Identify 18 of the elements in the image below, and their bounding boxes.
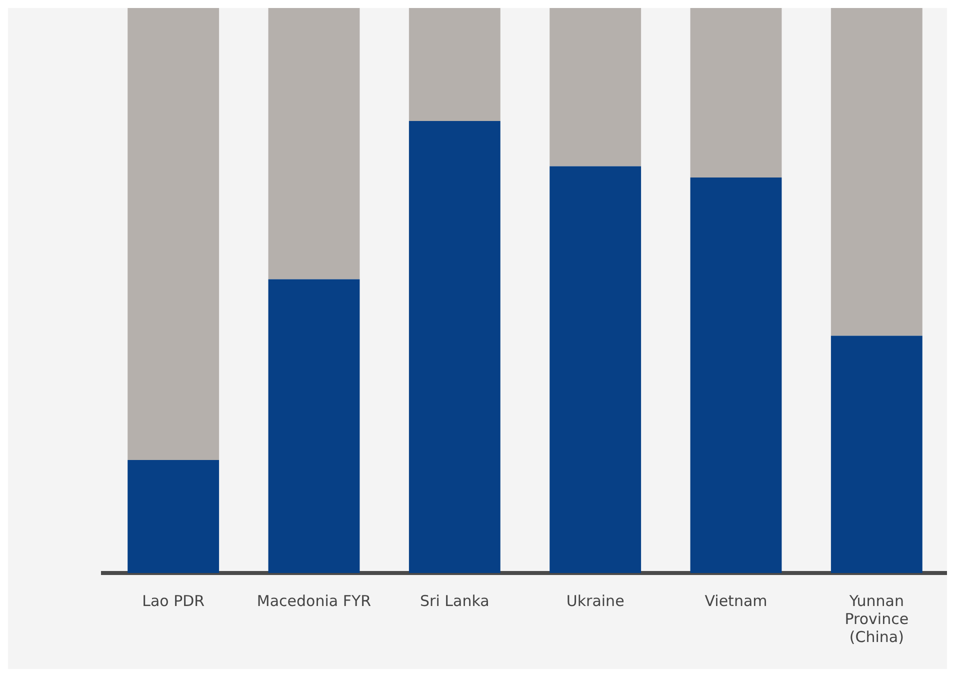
bar: [128, 460, 220, 573]
bar: [268, 8, 360, 280]
x-tick-label: Macedonia FYR: [256, 592, 372, 610]
bar: [830, 8, 922, 336]
x-tick-label: Yunnan Province (China): [844, 592, 909, 646]
bar: [550, 166, 642, 573]
x-tick-label: Sri Lanka: [420, 592, 490, 610]
x-tick-label: Lao PDR: [142, 592, 205, 610]
bar: [690, 8, 782, 178]
bar: [550, 8, 642, 166]
bar: [128, 8, 220, 460]
bar: [830, 336, 922, 573]
x-tick-label: Vietnam: [704, 592, 768, 610]
bar: [690, 178, 782, 573]
x-tick-label: Ukraine: [566, 592, 624, 610]
bar: [268, 279, 360, 573]
bar: [408, 121, 500, 573]
bar: [408, 8, 500, 121]
